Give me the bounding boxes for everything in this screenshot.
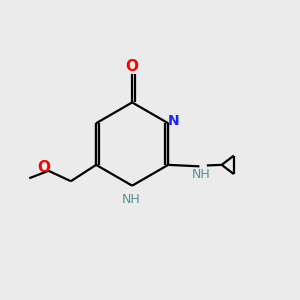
Text: NH: NH <box>191 168 210 181</box>
Text: N: N <box>168 114 179 128</box>
Text: NH: NH <box>121 193 140 206</box>
Text: O: O <box>126 59 139 74</box>
Text: O: O <box>37 160 50 175</box>
